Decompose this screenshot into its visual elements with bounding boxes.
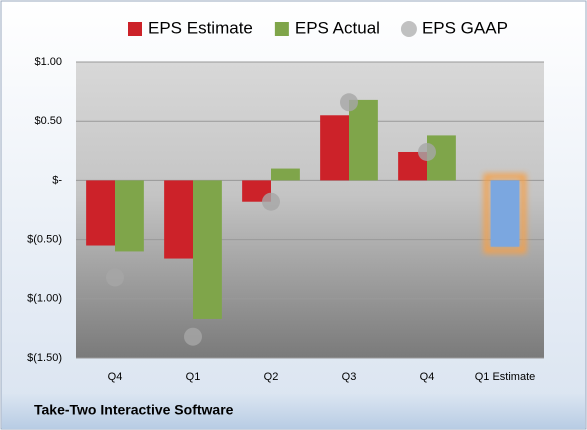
legend-label: EPS Estimate [148,18,253,37]
legend-label: EPS Actual [295,18,380,37]
legend-label: EPS GAAP [422,18,508,37]
bar [115,180,144,252]
gaap-marker [262,192,280,211]
bar [320,115,349,181]
legend-marker [128,22,142,36]
footer-band [2,394,585,429]
x-tick-label: Q4 [108,371,123,383]
x-tick-label: Q3 [342,371,357,383]
bar [86,180,115,246]
bar [164,180,193,259]
highlight-glow [483,173,527,254]
gaap-marker [106,268,124,287]
gaap-marker [418,142,436,161]
bar [193,180,222,319]
y-tick-label: $1.00 [34,56,62,68]
legend-marker [274,22,289,36]
x-tick-label: Q4 [420,371,435,383]
footer: Take-Two Interactive Software [34,402,234,418]
x-tick-label: Q2 [264,371,279,383]
bar [490,180,520,247]
x-tick-label: Q1 Estimate [475,371,536,383]
bar [349,99,378,181]
x-tick-label: Q1 [186,371,201,383]
legend-marker [400,21,417,37]
y-tick-label: $(1.50) [27,352,62,364]
y-tick-label: $- [52,174,62,186]
y-tick-label: $(0.50) [27,234,62,246]
plot-area [76,62,544,358]
gaap-marker [184,327,202,346]
bar [271,168,300,181]
y-tick-label: $0.50 [34,115,62,127]
y-tick-label: $(1.00) [27,293,62,305]
gaap-marker [340,93,358,112]
